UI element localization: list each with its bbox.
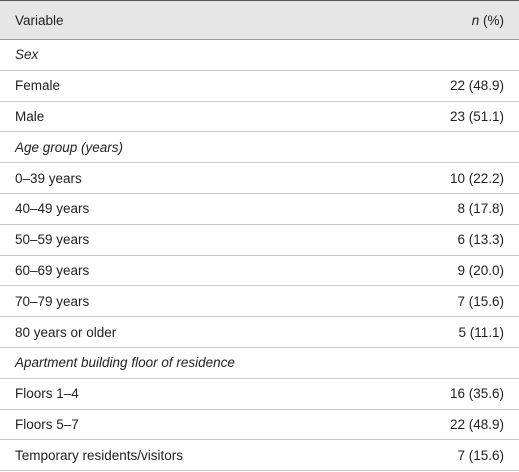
- data-row: 0–39 years 10 (22.2): [0, 163, 519, 194]
- row-value: 16 (35.6): [449, 386, 504, 402]
- data-row: Female 22 (48.9): [0, 71, 519, 102]
- data-row: 80 years or older 5 (11.1): [0, 317, 519, 348]
- section-row: Apartment building floor of residence: [0, 348, 519, 379]
- row-value: 7 (15.6): [457, 293, 504, 309]
- data-row: Floors 1–4 16 (35.6): [0, 379, 519, 410]
- section-label: Apartment building floor of residence: [15, 355, 235, 371]
- row-value: 9 (20.0): [457, 262, 504, 278]
- row-label: 0–39 years: [15, 170, 82, 186]
- row-label: Floors 5–7: [15, 416, 79, 432]
- row-label: 70–79 years: [15, 293, 90, 309]
- data-row: 40–49 years 8 (17.8): [0, 194, 519, 225]
- row-label: Male: [15, 108, 45, 124]
- data-row: Male 23 (51.1): [0, 102, 519, 133]
- row-label: 40–49 years: [15, 201, 90, 217]
- section-label: Sex: [15, 47, 39, 63]
- row-value: 23 (51.1): [449, 108, 504, 124]
- header-row: Variable n (%): [0, 1, 519, 40]
- data-row: 70–79 years 7 (15.6): [0, 286, 519, 318]
- header-cell: n (%): [472, 13, 504, 28]
- header-n: n: [471, 12, 480, 28]
- row-value: 5 (11.1): [458, 324, 504, 340]
- row-label: Female: [15, 78, 61, 94]
- row-value: 22 (48.9): [449, 78, 504, 94]
- section-row: Sex: [0, 40, 519, 71]
- data-row: 60–69 years 9 (20.0): [0, 256, 519, 287]
- section-label: Age group (years): [15, 139, 124, 155]
- row-value: 8 (17.8): [457, 201, 504, 217]
- header-cell: Variable: [15, 12, 64, 28]
- row-value: 6 (13.3): [457, 232, 504, 248]
- row-value: 22 (48.9): [449, 416, 504, 432]
- row-value: 10 (22.2): [449, 170, 504, 186]
- row-label: 80 years or older: [15, 324, 117, 340]
- row-label: Floors 1–4: [15, 386, 79, 402]
- section-row: Age group (years): [0, 132, 519, 164]
- row-label: 50–59 years: [15, 232, 90, 248]
- data-row: Temporary residents/visitors 7 (15.6): [0, 440, 519, 472]
- row-value: 7 (15.6): [457, 447, 504, 463]
- data-row: 50–59 years 6 (13.3): [0, 225, 519, 256]
- row-label: 60–69 years: [15, 262, 90, 278]
- header-pct: (%): [483, 12, 504, 28]
- row-label: Temporary residents/visitors: [15, 447, 184, 463]
- data-row: Floors 5–7 22 (48.9): [0, 410, 519, 441]
